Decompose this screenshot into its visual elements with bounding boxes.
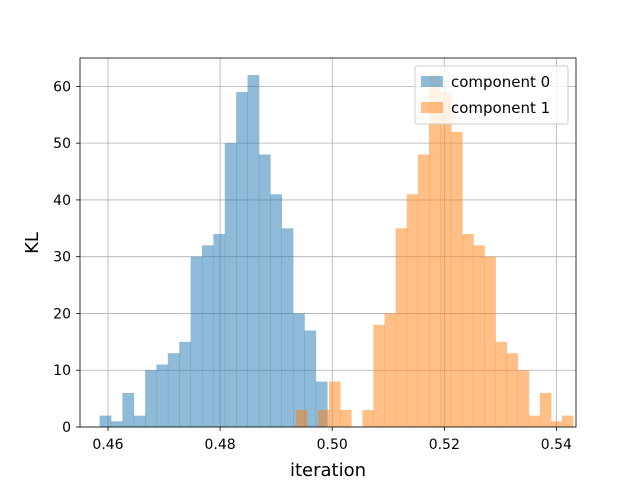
y-axis-label: KL — [22, 232, 43, 254]
histogram-bar — [451, 131, 463, 428]
y-tick-label: 50 — [53, 136, 71, 152]
series-0-bars — [99, 75, 328, 428]
legend-label: component 1 — [451, 99, 550, 117]
histogram-bar — [417, 154, 430, 427]
histogram-bar — [551, 421, 563, 427]
histogram-bar — [473, 245, 485, 427]
histogram-bar — [317, 409, 330, 427]
histogram-bar — [528, 415, 541, 427]
histogram-bar — [539, 392, 552, 427]
histogram-bar — [247, 75, 260, 428]
histogram-bar — [428, 75, 441, 428]
histogram-bar — [340, 409, 352, 427]
histogram-bar — [440, 92, 452, 428]
x-axis-label: iteration — [290, 460, 366, 480]
histogram-bar — [395, 228, 408, 427]
histogram-bar — [99, 415, 112, 427]
x-tick-label: 0.52 — [429, 437, 460, 453]
histogram-bar — [506, 353, 519, 427]
legend-swatch — [421, 102, 443, 113]
histogram-bar — [562, 415, 574, 427]
histogram-bar — [213, 233, 226, 427]
histogram-bar — [133, 415, 146, 427]
histogram-bar — [156, 364, 169, 427]
histogram-bar — [190, 256, 203, 427]
histogram-bar — [224, 143, 237, 427]
axes-frame — [79, 57, 577, 428]
histogram-bar — [295, 409, 308, 427]
histogram-bar — [281, 228, 294, 427]
x-tick-label: 0.46 — [92, 437, 123, 453]
legend: component 0 component 1 — [414, 65, 569, 125]
histogram-bar — [329, 381, 341, 427]
histogram-bar — [373, 324, 385, 427]
legend-label: component 0 — [451, 73, 550, 91]
histogram-bar — [270, 194, 283, 427]
histogram-bar — [145, 370, 157, 427]
histogram-bar — [110, 421, 123, 427]
histogram-bar — [462, 233, 474, 427]
histogram-bar — [495, 341, 508, 427]
histogram-bar — [167, 353, 180, 427]
y-tick-label: 0 — [62, 420, 71, 436]
y-tick-label: 10 — [53, 363, 71, 379]
histogram-bar — [122, 392, 135, 427]
y-axis-ticks: 0 10 20 30 40 50 60 — [53, 79, 80, 436]
histogram-bar — [517, 370, 530, 427]
histogram-bar — [484, 256, 496, 427]
histogram-bar — [293, 313, 305, 427]
y-tick-label: 30 — [53, 250, 71, 266]
x-tick-label: 0.50 — [317, 437, 348, 453]
series-1-bars — [295, 75, 574, 428]
histogram-bar — [315, 381, 328, 427]
legend-swatch — [421, 76, 443, 87]
histogram-bar — [406, 194, 419, 427]
histogram-bar — [202, 245, 214, 427]
histogram-bar — [258, 154, 271, 427]
histogram-bar — [304, 330, 317, 427]
histogram-bar — [384, 313, 397, 427]
legend-box — [414, 65, 569, 125]
x-tick-label: 0.48 — [205, 437, 236, 453]
x-tick-label: 0.54 — [541, 437, 572, 453]
histogram-bar — [236, 92, 248, 428]
y-tick-label: 60 — [53, 79, 71, 95]
histogram-bar — [362, 409, 374, 427]
y-tick-label: 40 — [53, 193, 71, 209]
histogram-bar — [179, 341, 192, 427]
x-axis-ticks: 0.46 0.48 0.50 0.52 0.54 — [92, 427, 572, 453]
histogram-bars — [99, 75, 574, 428]
y-tick-label: 20 — [53, 306, 71, 322]
